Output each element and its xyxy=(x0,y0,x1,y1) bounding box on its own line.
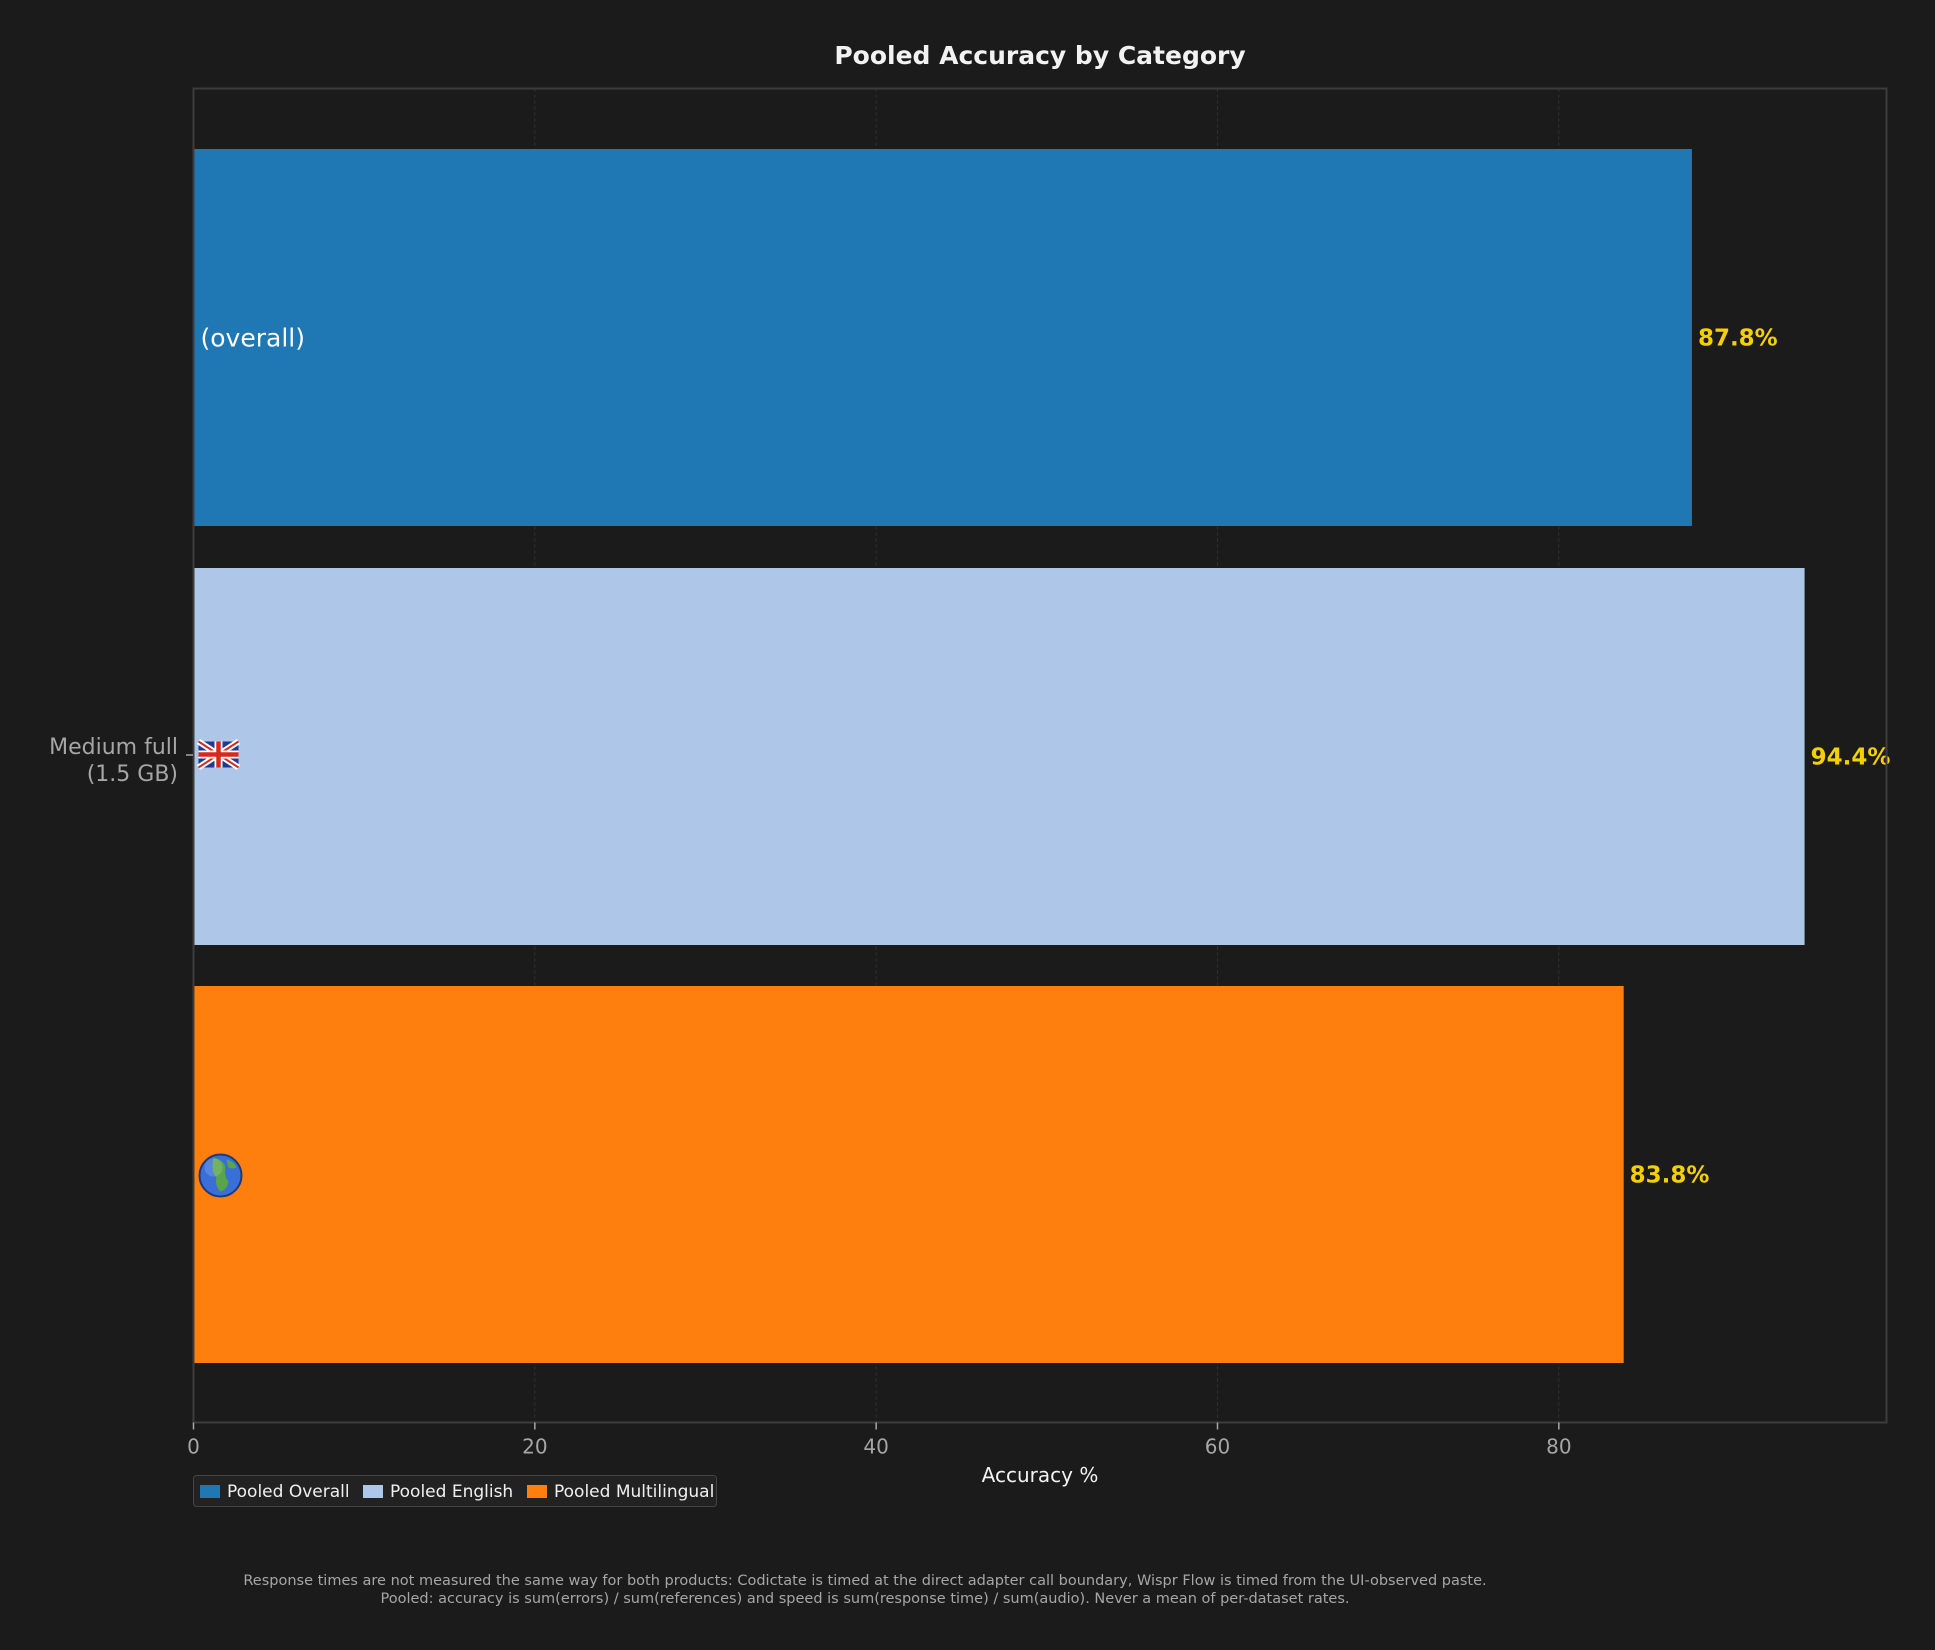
y-axis-category: Medium full (1.5 GB) xyxy=(49,735,193,787)
footnote-line2: Pooled: accuracy is sum(errors) / sum(re… xyxy=(380,1591,1349,1607)
footnote-line1: Response times are not measured the same… xyxy=(243,1573,1486,1589)
x-tick-label: 0 xyxy=(187,1435,200,1459)
legend-swatch xyxy=(527,1485,547,1498)
y-category-label-line1: Medium full xyxy=(49,735,178,760)
flag-cross-red xyxy=(198,741,239,768)
x-tick-label: 80 xyxy=(1546,1435,1571,1459)
legend-swatch xyxy=(200,1485,220,1498)
bar-pooled-overall xyxy=(193,149,1692,526)
chart-title: Pooled Accuracy by Category xyxy=(834,41,1245,70)
bars xyxy=(193,149,1805,1363)
globe-icon xyxy=(198,1153,243,1198)
value-labels: 87.8% (overall) 94.4% 83.8% xyxy=(201,324,1891,1189)
legend: Pooled Overall Pooled English Pooled Multi… xyxy=(193,1475,717,1507)
bar-pooled-english xyxy=(193,568,1805,945)
bar-icons xyxy=(196,738,243,1198)
bar-inner-label: (overall) xyxy=(201,324,305,353)
x-tick-label: 20 xyxy=(522,1435,547,1459)
globe-land xyxy=(226,1159,237,1169)
legend-label: Pooled Overall xyxy=(227,1482,350,1502)
x-axis-title: Accuracy % xyxy=(982,1463,1099,1487)
legend-swatch xyxy=(363,1485,383,1498)
x-tick-label: 60 xyxy=(1205,1435,1230,1459)
legend-label: Pooled English xyxy=(390,1482,513,1502)
plot-frame xyxy=(192,87,1888,1424)
value-label: 94.4% xyxy=(1811,745,1891,771)
bar-pooled-multilingual xyxy=(193,986,1624,1363)
value-label: 87.8% xyxy=(1698,326,1778,352)
x-axis-ticks: 0 20 40 60 80 xyxy=(187,1422,1572,1459)
uk-flag-icon xyxy=(196,738,241,771)
x-tick-label: 40 xyxy=(863,1435,888,1459)
globe-land xyxy=(212,1157,229,1192)
y-category-label-line2: (1.5 GB) xyxy=(87,762,178,787)
legend-box xyxy=(193,1475,717,1507)
value-label: 83.8% xyxy=(1630,1163,1710,1189)
globe-highlight xyxy=(204,1158,223,1177)
legend-label: Pooled Multilingual xyxy=(554,1482,714,1502)
